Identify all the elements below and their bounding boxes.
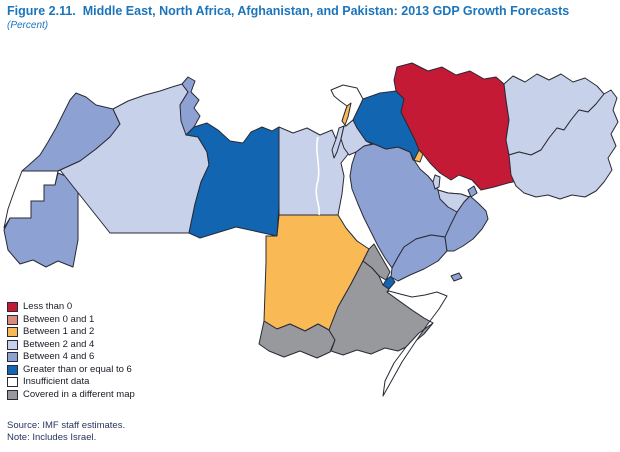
figure-header: Figure 2.11. Middle East, North Africa, … [7, 4, 613, 32]
legend-swatch-between-0-1 [7, 314, 18, 325]
legend-swatch-between-2-4 [7, 339, 18, 350]
country-lebanon [341, 102, 352, 126]
legend-row: Between 4 and 6 [7, 351, 135, 364]
legend-swatch-ge-6 [7, 364, 18, 375]
legend-label: Greater than or equal to 6 [23, 363, 132, 375]
country-jordan [340, 119, 373, 156]
legend-label: Between 2 and 4 [23, 338, 95, 350]
legend-label: Covered in a different map [23, 388, 135, 400]
legend-row: Less than 0 [7, 301, 135, 314]
source-note: Source: IMF staff estimates. [7, 420, 126, 431]
legend-label: Between 0 and 1 [23, 313, 95, 325]
country-oman-musandam [467, 185, 478, 198]
legend-label: Insufficient data [23, 376, 90, 388]
country-djibouti [382, 275, 396, 290]
legend-row: Greater than or equal to 6 [7, 364, 135, 377]
figure-footer: Source: IMF staff estimates. Note: Inclu… [7, 420, 125, 444]
legend-swatch-less-than-0 [7, 302, 18, 313]
country-socotra-island [450, 272, 463, 282]
legend-row: Between 1 and 2 [7, 326, 135, 339]
legend-row: Between 2 and 4 [7, 339, 135, 352]
legend-swatch-insufficient-data [7, 377, 18, 388]
legend-row: Covered in a different map [7, 389, 135, 402]
legend-row: Insufficient data [7, 376, 135, 389]
country-pakistan [508, 89, 619, 200]
map-countries [3, 62, 619, 397]
legend-label: Between 1 and 2 [23, 326, 95, 338]
country-uae [437, 189, 470, 213]
legend-row: Between 0 and 1 [7, 314, 135, 327]
country-mauritania [3, 172, 79, 268]
country-qatar [432, 174, 441, 190]
figure-title: Figure 2.11. Middle East, North Africa, … [7, 4, 570, 18]
country-iran [393, 62, 523, 191]
country-somalia [382, 290, 448, 397]
country-tunisia [179, 76, 201, 136]
legend-label: Between 4 and 6 [23, 351, 95, 363]
legend-swatch-other-map [7, 389, 18, 400]
nile-river [315, 136, 321, 216]
legend-label: Less than 0 [23, 301, 73, 313]
figure-subtitle: (Percent) [7, 20, 49, 31]
israel-note: Note: Includes Israel. [7, 432, 97, 443]
legend-swatch-between-4-6 [7, 352, 18, 363]
legend-swatch-between-1-2 [7, 327, 18, 338]
map-legend: Less than 0 Between 0 and 1 Between 1 an… [7, 301, 135, 401]
